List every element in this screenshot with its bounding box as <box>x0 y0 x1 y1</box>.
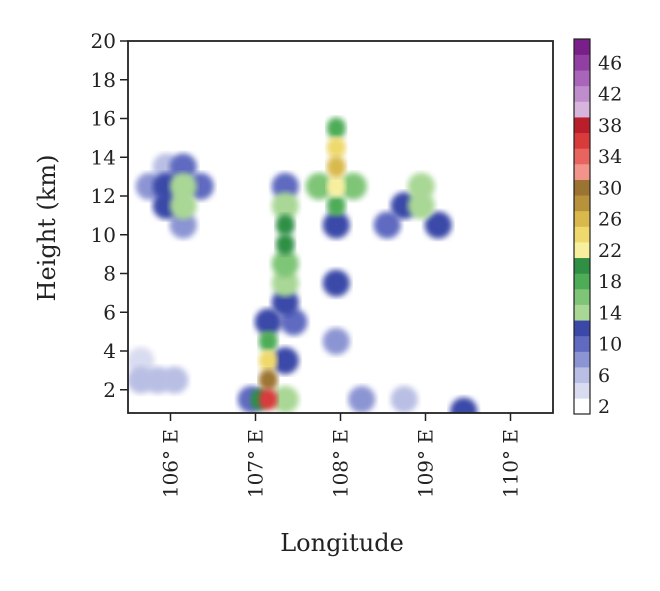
y-tick-label: 12 <box>91 184 116 208</box>
contour-cell <box>322 211 350 239</box>
contour-cell <box>169 172 197 200</box>
contour-cell <box>271 289 299 317</box>
y-tick-label: 10 <box>91 223 116 247</box>
y-tick-label: 16 <box>91 107 116 131</box>
colorbar-swatch <box>574 179 590 196</box>
colorbar-swatch <box>574 273 590 290</box>
contour-cell <box>258 369 278 391</box>
colorbar-label: 2 <box>598 396 610 418</box>
x-axis-title: Longitude <box>280 529 404 557</box>
colorbar-label: 42 <box>598 84 622 106</box>
colorbar-swatch <box>574 351 590 368</box>
contour-cell <box>322 269 350 297</box>
contour-cell <box>271 269 299 297</box>
contour-cell <box>326 156 346 178</box>
colorbar-label: 38 <box>598 115 622 137</box>
contour-cell <box>169 211 197 239</box>
contour-cell <box>326 195 346 217</box>
colorbar-swatch <box>574 304 590 321</box>
y-tick-label: 20 <box>91 29 116 53</box>
colorbar-frame <box>573 38 591 415</box>
y-axis: 2 4 6 8 10 12 14 16 18 20 <box>91 29 128 402</box>
colorbar-swatch <box>574 257 590 274</box>
colorbar-label: 30 <box>598 177 622 199</box>
contour-cell <box>254 308 282 336</box>
x-tick-label: 106° E <box>159 429 183 498</box>
colorbar-swatch <box>574 132 590 149</box>
contour-cell <box>258 350 278 372</box>
contour-cell <box>305 172 333 200</box>
y-tick-label: 2 <box>103 378 116 402</box>
contour-cell <box>169 153 197 181</box>
contour-cell <box>258 330 278 352</box>
colorbar-label: 14 <box>598 302 622 324</box>
colorbar-swatch <box>574 289 590 305</box>
contour-cell <box>326 136 346 159</box>
colorbar-label: 26 <box>598 209 622 231</box>
colorbar-swatch <box>574 210 590 227</box>
contour-cell <box>258 388 278 411</box>
contour-cell <box>424 211 452 239</box>
contour-cell <box>271 385 299 413</box>
plot-area <box>127 40 554 414</box>
colorbar-swatch <box>574 367 590 384</box>
contour-cell <box>271 192 299 220</box>
contour-cell <box>144 366 172 394</box>
contour-cell <box>390 385 418 413</box>
contour-cell <box>326 117 346 139</box>
colorbar-swatch <box>574 101 590 118</box>
colorbar-swatch <box>574 320 590 337</box>
colorbar-label: 10 <box>598 334 622 356</box>
colorbar-swatch <box>574 85 590 102</box>
contour-cell <box>326 175 346 197</box>
colorbar-swatch <box>574 70 590 87</box>
colorbar-label: 34 <box>598 146 622 168</box>
colorbar-label: 6 <box>598 365 610 387</box>
colorbar-swatch <box>574 335 590 352</box>
contour-cell <box>373 211 401 239</box>
contour-cell <box>275 214 295 236</box>
x-tick-label: 109° E <box>414 429 438 498</box>
contour-cell <box>339 172 367 200</box>
y-tick-label: 4 <box>103 339 116 363</box>
x-tick-label: 110° E <box>499 429 523 498</box>
colorbar-swatch <box>574 195 590 212</box>
x-tick-label: 108° E <box>329 429 353 498</box>
contour-cell <box>271 347 299 375</box>
contour-cell <box>407 172 435 200</box>
y-tick-label: 14 <box>91 145 116 169</box>
colorbar-swatch <box>574 382 590 399</box>
x-tick-label: 107° E <box>244 429 268 498</box>
y-tick-label: 8 <box>103 262 116 286</box>
contour-cell <box>322 327 350 355</box>
colorbar-swatch <box>574 398 590 415</box>
contour-cell <box>271 172 299 200</box>
x-axis: 106° E 107° E 108° E 109° E 110° E <box>159 413 523 498</box>
colorbar-label: 18 <box>598 271 622 293</box>
colorbar-swatch <box>574 39 590 55</box>
y-axis-title: Height (km) <box>33 155 61 302</box>
contour-fills <box>128 117 478 413</box>
contour-cell <box>169 192 197 220</box>
colorbar-swatch <box>574 54 590 71</box>
contour-cell <box>348 385 376 413</box>
y-tick-label: 18 <box>91 68 116 92</box>
contour-cell <box>450 397 478 413</box>
colorbar-swatch <box>574 164 590 180</box>
colorbar-label: 46 <box>598 52 622 74</box>
colorbar-label: 22 <box>598 240 622 262</box>
colorbar-swatch <box>574 226 590 243</box>
contour-cell <box>271 250 299 278</box>
colorbar-swatch <box>574 117 590 134</box>
colorbar-swatch <box>574 242 590 259</box>
contour-cell <box>275 233 295 256</box>
y-tick-label: 6 <box>103 300 116 324</box>
contour-cell <box>407 192 435 220</box>
colorbar-swatch <box>574 148 590 165</box>
contour-cell <box>128 347 155 375</box>
